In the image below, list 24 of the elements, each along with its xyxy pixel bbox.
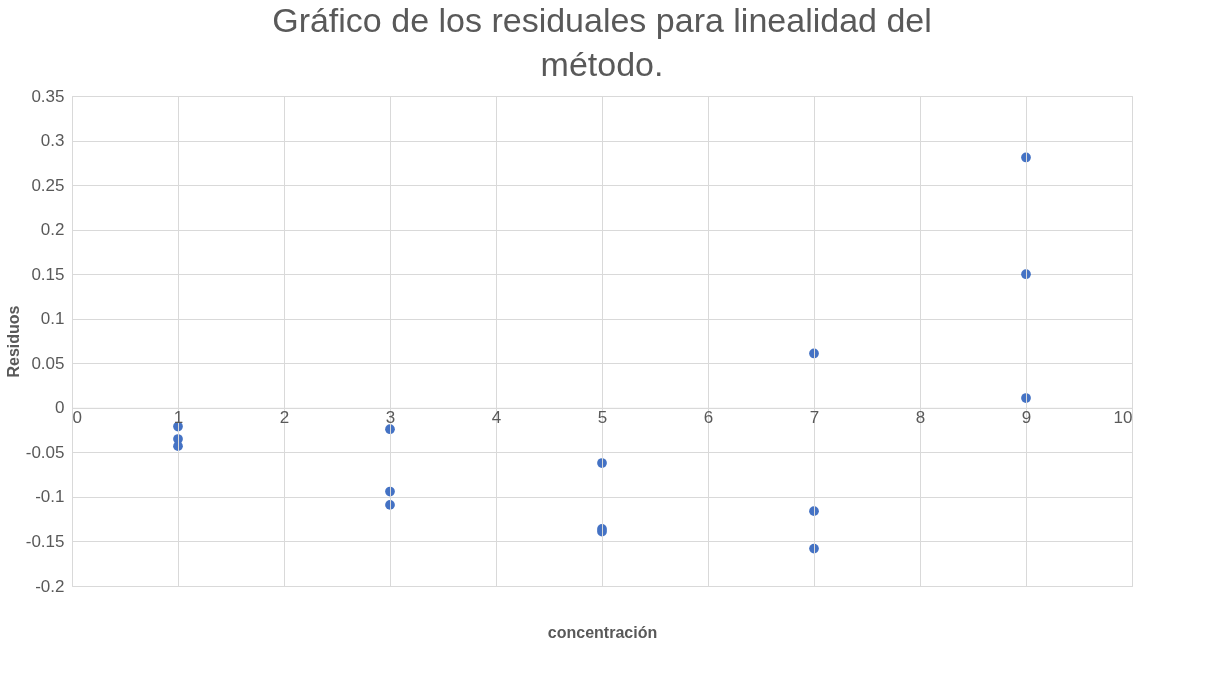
x-tick-label: 5 <box>597 408 608 428</box>
x-tick-label: 0 <box>72 408 82 428</box>
chart-title: Gráfico de los residuales para linealidad del método. <box>272 1 932 83</box>
y-tick-label: 0.15 <box>31 264 65 284</box>
x-tick-label: 10 <box>1113 408 1133 428</box>
y-tick-label: 0.25 <box>31 175 65 195</box>
x-tick-label: 6 <box>703 408 714 428</box>
x-tick-label: 8 <box>915 408 926 428</box>
y-tick-label: -0.1 <box>35 487 65 507</box>
x-tick-label: 4 <box>491 408 502 428</box>
x-tick-label: 2 <box>279 408 290 428</box>
y-tick-label: 0.2 <box>40 220 65 240</box>
x-tick-label: 3 <box>385 408 396 428</box>
y-tick-label: -0.15 <box>25 531 65 551</box>
y-tick-label: -0.05 <box>25 442 65 462</box>
x-axis-title: concentración <box>547 623 658 641</box>
y-tick-label: 0.35 <box>31 86 65 106</box>
y-tick-label: 0.1 <box>40 309 65 329</box>
x-tick-label: 9 <box>1021 408 1032 428</box>
y-axis-title: Residuos <box>4 305 22 378</box>
y-tick-label: -0.2 <box>35 576 65 596</box>
y-tick-label: 0.05 <box>31 353 65 373</box>
x-tick-label: 7 <box>809 408 820 428</box>
y-tick-label: 0.3 <box>40 131 65 151</box>
